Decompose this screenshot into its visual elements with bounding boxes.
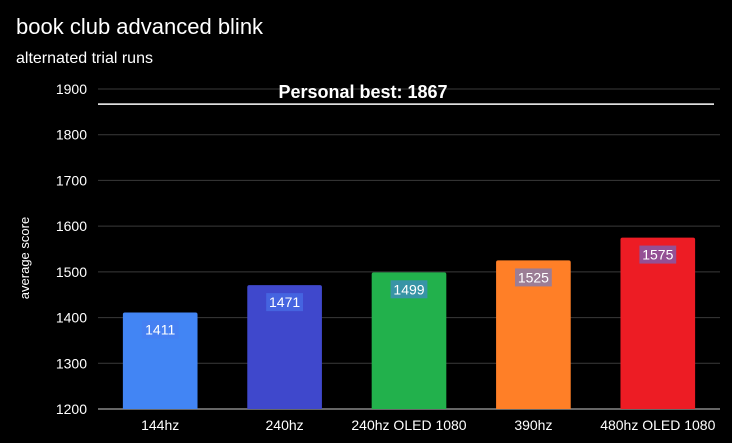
data-labels: 1411 1471 1499 1525 1575 — [141, 245, 677, 339]
reference-line-group: Personal best: 1867 — [98, 82, 714, 105]
bar — [371, 272, 447, 409]
y-tick-label: 1400 — [56, 310, 87, 326]
data-label-highlight — [515, 268, 552, 287]
personal-best-label: Personal best: 1867 — [278, 82, 447, 102]
y-tick-label: 1600 — [56, 218, 87, 234]
y-tick-label: 1300 — [56, 355, 87, 371]
y-tick-label: 1500 — [56, 264, 87, 280]
bar — [620, 237, 696, 409]
y-tick-label: 1200 — [56, 401, 87, 417]
bar — [122, 312, 198, 409]
x-tick-label: 480hz OLED 1080 — [600, 417, 715, 433]
data-label-highlight — [141, 320, 179, 339]
data-label: 1575 — [642, 247, 673, 263]
y-axis-title: average score — [17, 217, 32, 299]
data-label-highlight — [390, 280, 428, 299]
x-tick-label: 240hz OLED 1080 — [351, 417, 466, 433]
data-label: 1499 — [393, 281, 424, 297]
bar — [496, 260, 571, 409]
data-label: 1471 — [269, 294, 300, 310]
data-label-highlight — [266, 293, 303, 312]
y-tick-label: 1800 — [56, 127, 87, 143]
y-axis-ticks: 1200 1300 1400 1500 1600 1700 1800 1900 — [56, 81, 87, 417]
y-tick-label: 1900 — [56, 81, 87, 97]
x-tick-label: 390hz — [514, 417, 552, 433]
data-label: 1411 — [145, 322, 175, 338]
bars — [122, 237, 696, 409]
bar — [247, 285, 322, 409]
y-tick-label: 1700 — [56, 172, 87, 188]
data-label: 1525 — [518, 269, 549, 285]
x-tick-label: 240hz — [266, 417, 304, 433]
chart-title: book club advanced blink — [16, 14, 264, 39]
x-tick-label: 144hz — [141, 417, 179, 433]
chart-subtitle: alternated trial runs — [16, 50, 153, 67]
data-label-highlight — [639, 245, 677, 264]
x-axis-ticks: 144hz 240hz 240hz OLED 1080 390hz 480hz OLED… — [141, 417, 715, 433]
